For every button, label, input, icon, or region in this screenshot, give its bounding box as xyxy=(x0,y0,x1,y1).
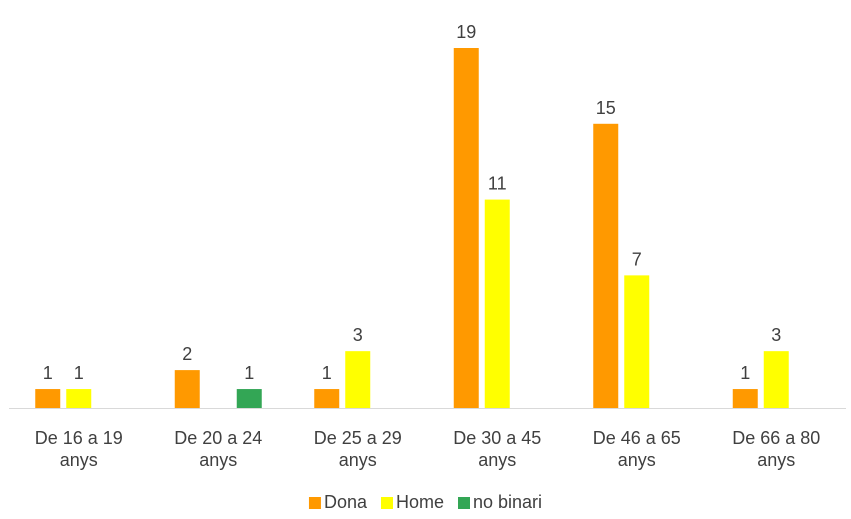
x-tick-label-5: De 66 a 80 anys xyxy=(732,428,820,470)
bar-dona-2 xyxy=(314,389,340,408)
data-label-dona-5: 1 xyxy=(740,363,750,383)
legend-item-dona: Dona xyxy=(308,492,368,512)
data-label-home-5: 3 xyxy=(771,325,781,345)
bar-dona-1 xyxy=(174,370,200,408)
x-tick-label-line: De 46 a 65 xyxy=(593,428,681,448)
legend-swatch xyxy=(308,497,321,509)
legend-label: no binari xyxy=(473,492,542,512)
legend-swatch xyxy=(380,497,393,509)
legend-swatch xyxy=(458,497,470,509)
legend-label: Home xyxy=(396,492,444,512)
bars-group xyxy=(35,48,789,408)
legend-item-home: Home xyxy=(380,492,444,512)
x-tick-label-line: anys xyxy=(339,450,377,470)
x-tick-label-line: De 20 a 24 xyxy=(174,428,262,448)
x-tick-label-line: De 16 a 19 xyxy=(35,428,123,448)
bar-home-4 xyxy=(624,275,650,408)
legend-label: Dona xyxy=(324,492,368,512)
data-label-home-4: 7 xyxy=(632,249,642,269)
data-label-dona-3: 19 xyxy=(456,22,476,42)
bar-home-0 xyxy=(66,389,92,408)
x-tick-label-line: anys xyxy=(757,450,795,470)
x-tick-label-line: anys xyxy=(60,450,98,470)
bar-home-3 xyxy=(484,199,510,408)
data-label-dona-0: 1 xyxy=(43,363,53,383)
data-label-home-0: 1 xyxy=(74,363,84,383)
bar-home-2 xyxy=(345,351,371,408)
x-tick-label-4: De 46 a 65 anys xyxy=(593,428,681,470)
x-tick-label-line: De 25 a 29 xyxy=(314,428,402,448)
x-tick-label-line: anys xyxy=(618,450,656,470)
bar-dona-3 xyxy=(453,48,479,408)
x-tick-label-0: De 16 a 19 anys xyxy=(35,428,123,470)
x-tick-label-line: anys xyxy=(478,450,516,470)
data-label-dona-4: 15 xyxy=(596,98,616,118)
data-label-dona-1: 2 xyxy=(182,344,192,364)
x-tick-label-line: anys xyxy=(199,450,237,470)
legend-item-no-binari: no binari xyxy=(458,492,542,512)
x-tick-label-3: De 30 a 45 anys xyxy=(453,428,541,470)
bar-dona-5 xyxy=(732,389,758,408)
legend: Dona Home no binari xyxy=(308,492,542,512)
bar-no-binari-1 xyxy=(236,389,262,408)
data-label-home-2: 3 xyxy=(353,325,363,345)
x-tick-label-2: De 25 a 29 anys xyxy=(314,428,402,470)
x-tick-label-line: De 66 a 80 xyxy=(732,428,820,448)
bar-dona-4 xyxy=(593,123,619,408)
bar-home-5 xyxy=(763,351,789,408)
x-tick-label-1: De 20 a 24 anys xyxy=(174,428,262,470)
data-label-home-3: 11 xyxy=(488,174,507,194)
data-label-no-binari-1: 1 xyxy=(244,363,254,383)
x-tick-label-line: De 30 a 45 xyxy=(453,428,541,448)
bar-dona-0 xyxy=(35,389,61,408)
data-label-dona-2: 1 xyxy=(322,363,332,383)
